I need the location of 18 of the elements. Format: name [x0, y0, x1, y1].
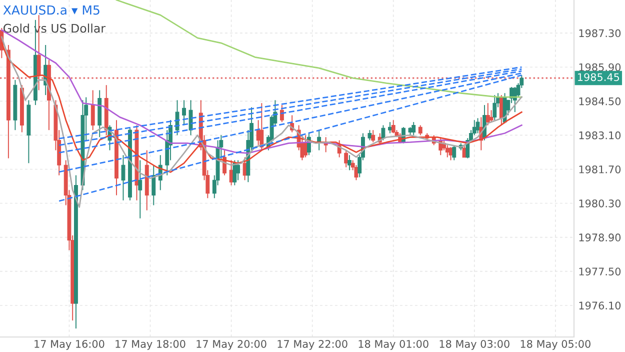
y-tick-label: 1978.90 [579, 234, 621, 242]
x-tick-label: 18 May 01:00 [358, 340, 428, 350]
y-tick-label: 1980.30 [579, 199, 621, 208]
y-tick-label: 1987.30 [579, 29, 621, 38]
x-tick-label: 18 May 03:00 [440, 340, 510, 350]
ref-line-label: 1985.45 [578, 73, 620, 82]
x-tick-label: 17 May 16:00 [34, 340, 104, 350]
y-tick-label: 1981.70 [579, 165, 621, 174]
x-tick-label: 17 May 20:00 [196, 340, 266, 350]
x-tick-label: 18 May 05:00 [520, 340, 590, 350]
x-tick-label: 17 May 22:00 [278, 340, 348, 350]
y-tick-label: 1983.10 [579, 131, 621, 140]
y-tick-label: 1985.90 [579, 63, 621, 72]
y-tick-label: 1976.10 [579, 302, 621, 310]
x-tick-label: 17 May 18:00 [116, 340, 186, 350]
chart-title: XAUUSD.a ▾ M5 [3, 5, 100, 15]
y-tick-label: 1984.50 [579, 97, 621, 106]
y-tick-label: 1977.50 [579, 268, 621, 276]
